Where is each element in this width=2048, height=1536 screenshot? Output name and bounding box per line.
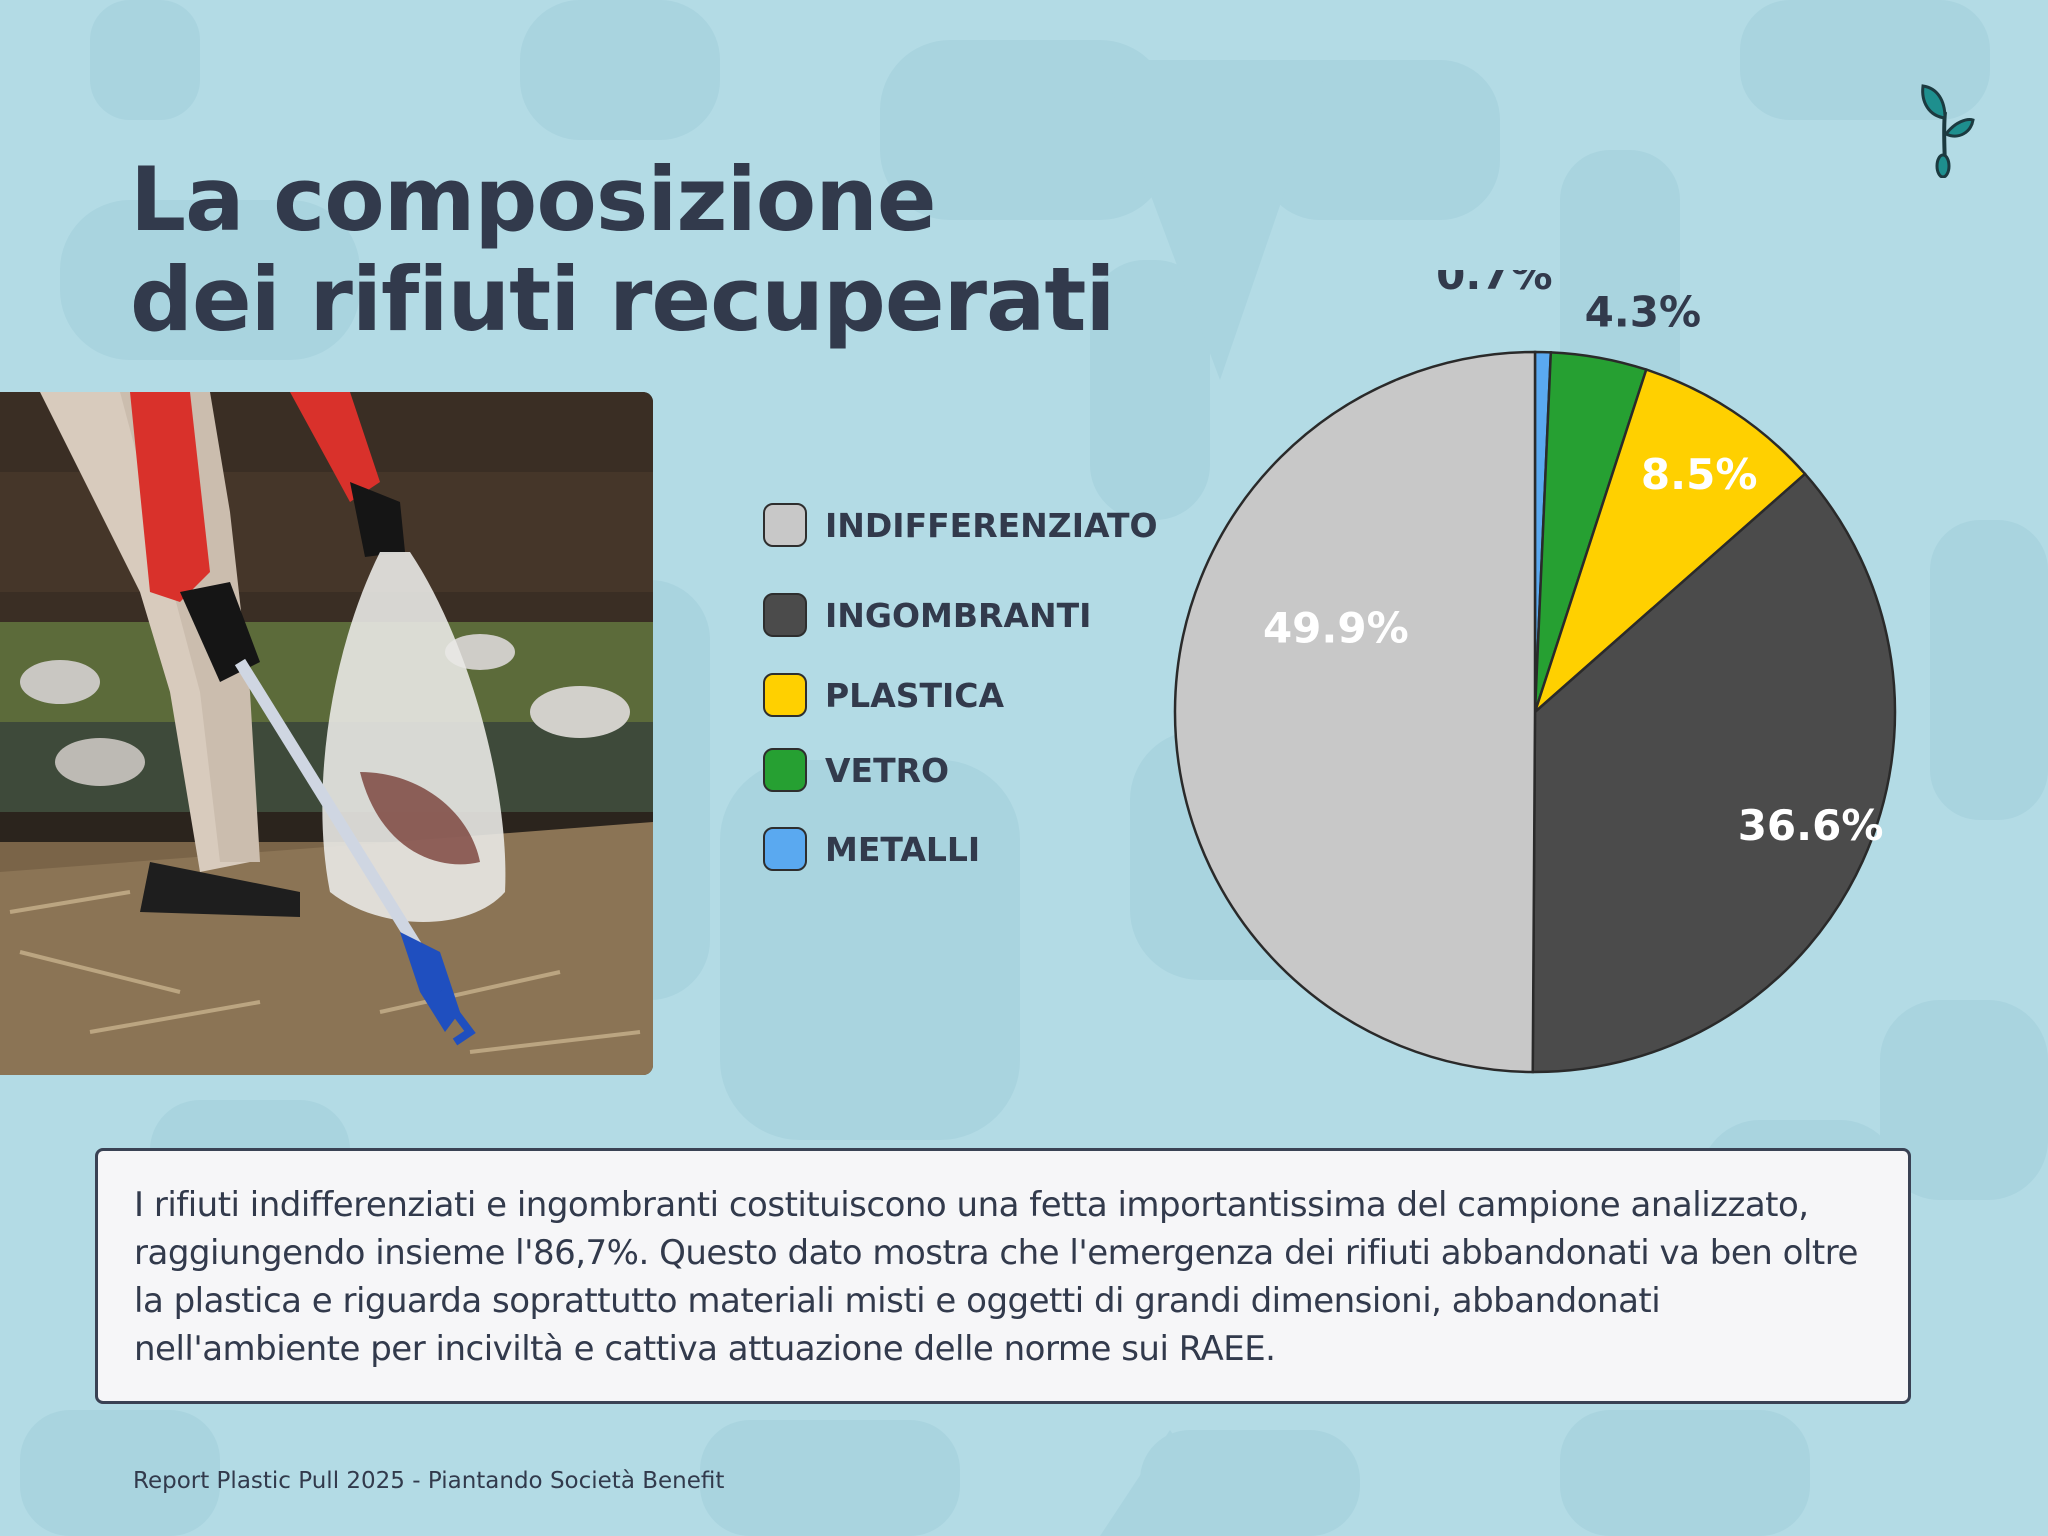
pie-label-plastica: 8.5%: [1641, 450, 1757, 499]
description-box: I rifiuti indifferenziati e ingombranti …: [95, 1148, 1911, 1404]
cleanup-photo: [0, 392, 653, 1075]
legend-label-plastica: PLASTICA: [825, 675, 1005, 715]
legend-item-vetro: VETRO: [763, 745, 949, 795]
legend-label-indifferenziato: INDIFFERENZIATO: [825, 505, 1158, 545]
pie-slice-plastica: [1532, 368, 1807, 716]
pie-label-metalli: 0.7%: [1436, 270, 1552, 299]
pie-slice-ingombranti: [1531, 472, 1897, 1074]
chart-legend: INDIFFERENZIATO INGOMBRANTI PLASTICA VET…: [763, 500, 1163, 900]
legend-item-indifferenziato: INDIFFERENZIATO: [763, 500, 1158, 550]
legend-swatch-ingombranti: [763, 593, 807, 637]
sprout-icon: [1921, 84, 1975, 178]
legend-swatch-metalli: [763, 827, 807, 871]
footer-credit: Report Plastic Pull 2025 - Piantando Soc…: [133, 1468, 725, 1494]
legend-item-metalli: METALLI: [763, 824, 980, 874]
title-line-1: La composizione: [130, 148, 937, 251]
legend-swatch-vetro: [763, 748, 807, 792]
legend-label-ingombranti: INGOMBRANTI: [825, 595, 1092, 635]
page-title: La composizione dei rifiuti recuperati: [130, 148, 1116, 351]
legend-swatch-indifferenziato: [763, 503, 807, 547]
title-line-2: dei rifiuti recuperati: [130, 248, 1116, 351]
pie-chart: 0.7% 4.3% 8.5% 36.6% 49.9%: [1173, 270, 1897, 1074]
legend-item-plastica: PLASTICA: [763, 670, 1004, 720]
legend-swatch-plastica: [763, 673, 807, 717]
legend-item-ingombranti: INGOMBRANTI: [763, 590, 1091, 640]
pie-label-ingombranti: 36.6%: [1738, 801, 1884, 850]
pie-label-vetro: 4.3%: [1585, 288, 1701, 337]
description-text: I rifiuti indifferenziati e ingombranti …: [134, 1185, 1858, 1369]
pie-slice-indifferenziato: [1173, 350, 1537, 1074]
legend-label-metalli: METALLI: [825, 829, 981, 869]
pie-label-indifferenziato: 49.9%: [1263, 604, 1409, 653]
legend-label-vetro: VETRO: [825, 750, 950, 790]
